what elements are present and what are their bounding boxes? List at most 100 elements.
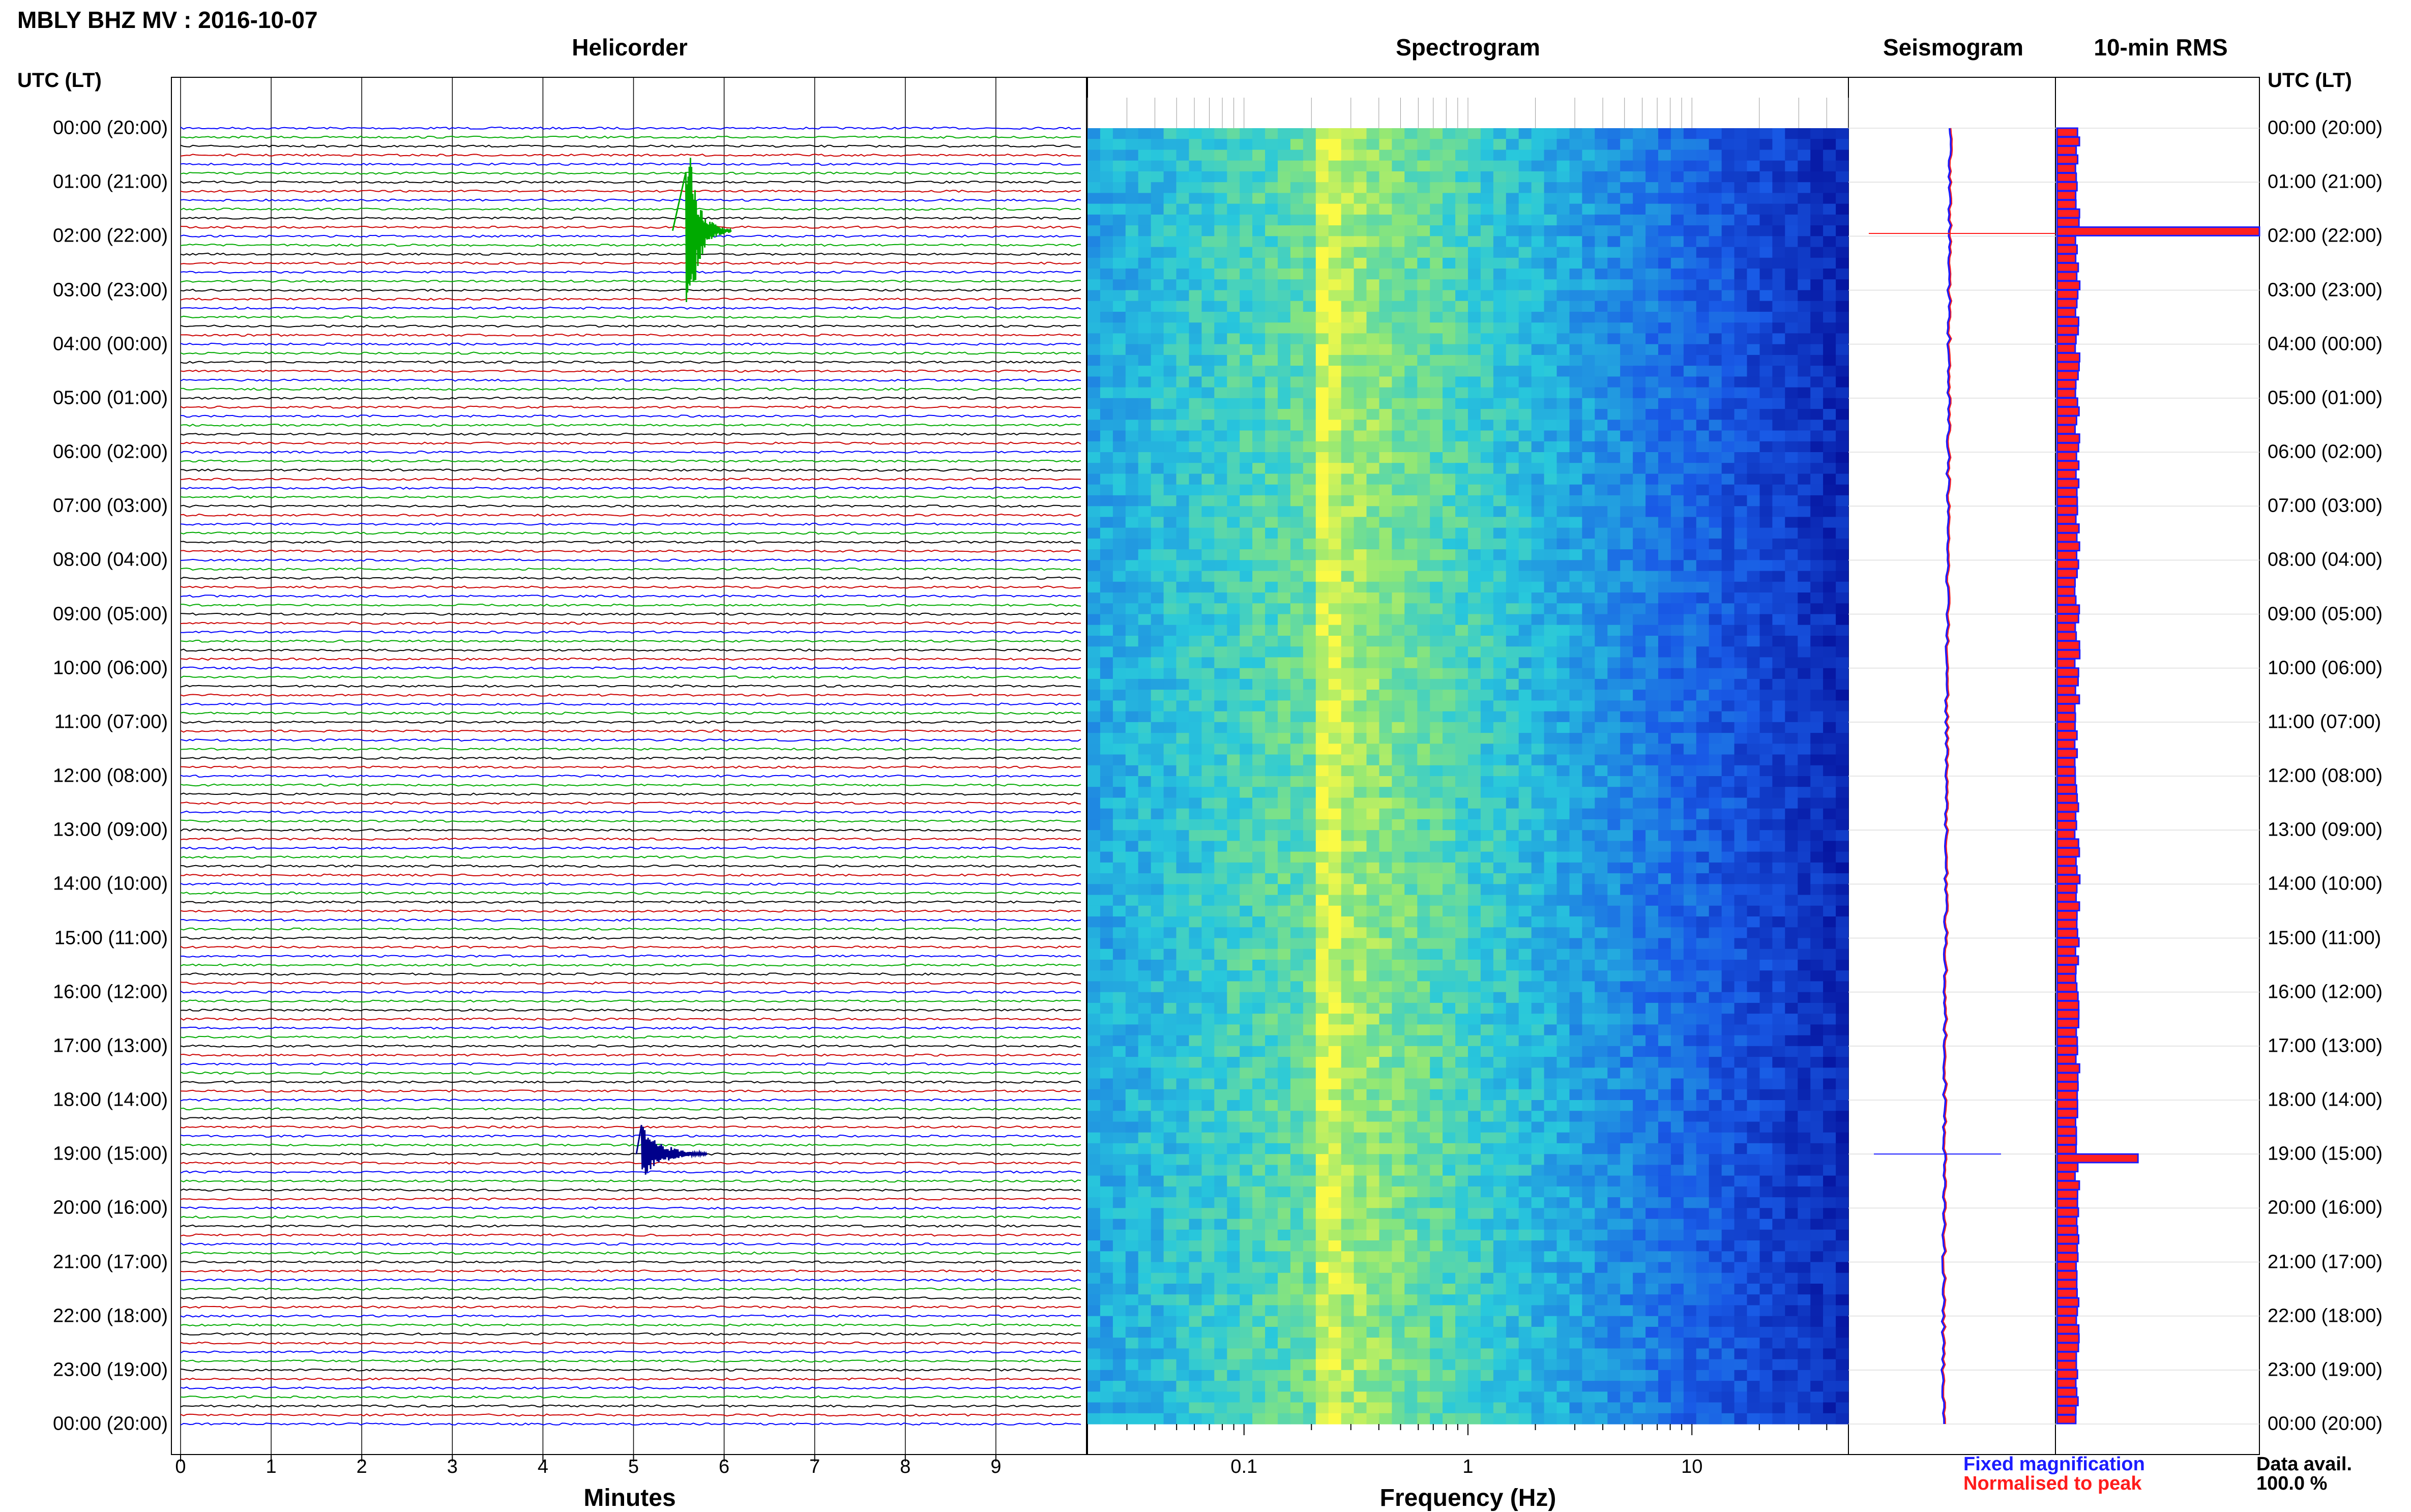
spectrogram-cell: [1100, 549, 1113, 560]
spectrogram-cell: [1329, 485, 1342, 496]
spectrogram-cell: [1189, 398, 1202, 409]
spectrogram-cell: [1354, 938, 1367, 950]
spectrogram-cell: [1138, 711, 1152, 723]
spectrogram-cell: [1303, 312, 1316, 323]
spectrogram-cell: [1303, 895, 1316, 906]
spectrogram-cell: [1481, 1381, 1494, 1392]
spectrogram-cell: [1252, 1294, 1266, 1306]
spectrogram-cell: [1379, 852, 1393, 863]
spectrogram-cell: [1455, 1370, 1468, 1381]
spectrogram-cell: [1329, 441, 1342, 453]
spectrogram-cell: [1379, 258, 1393, 269]
spectrogram-cell: [1126, 1068, 1139, 1079]
spectrogram-cell: [1493, 636, 1507, 647]
spectrogram-cell: [1582, 1154, 1595, 1165]
spectrogram-cell: [1329, 1284, 1342, 1295]
spectrogram-cell: [1455, 1391, 1468, 1403]
spectrogram-cell: [1113, 431, 1126, 442]
spectrogram-cell: [1570, 1122, 1583, 1133]
spectrogram-cell: [1455, 485, 1468, 496]
spectrogram-cell: [1570, 852, 1583, 863]
spectrogram-cell: [1151, 1391, 1164, 1403]
spectrogram-cell: [1265, 398, 1278, 409]
spectrogram-cell: [1392, 1403, 1405, 1414]
spectrogram-cell: [1582, 981, 1595, 992]
spectrogram-cell: [1138, 927, 1152, 938]
spectrogram-cell: [1278, 1381, 1291, 1392]
spectrogram-cell: [1354, 711, 1367, 723]
spectrogram-cell: [1367, 787, 1380, 798]
spectrogram-cell: [1151, 1219, 1164, 1230]
spectrogram-cell: [1557, 1122, 1570, 1133]
spectrogram-cell: [1430, 1122, 1443, 1133]
spectrogram-cell: [1379, 571, 1393, 582]
spectrogram-cell: [1265, 1208, 1278, 1219]
spectrogram-cell: [1290, 895, 1304, 906]
spectrogram-cell: [1316, 506, 1329, 517]
spectrogram-cell: [1138, 452, 1152, 463]
spectrogram-cell: [1265, 1154, 1278, 1165]
spectrogram-cell: [1087, 1133, 1101, 1144]
spectrogram-cell: [1481, 322, 1494, 334]
spectrogram-cell: [1201, 247, 1215, 258]
spectrogram-cell: [1379, 636, 1393, 647]
spectrogram-cell: [1417, 1122, 1430, 1133]
spectrogram-cell: [1392, 646, 1405, 658]
spectrogram-cell: [1354, 571, 1367, 582]
spectrogram-cell: [1138, 506, 1152, 517]
spectrogram-cell: [1557, 884, 1570, 895]
spectrogram-cell: [1252, 258, 1266, 269]
spectrogram-cell: [1443, 452, 1456, 463]
spectrogram-cell: [1201, 366, 1215, 377]
spectrogram-cell: [1303, 128, 1316, 139]
spectrogram-cell: [1557, 376, 1570, 388]
spectrogram-cell: [1392, 582, 1405, 593]
spectrogram-cell: [1468, 916, 1481, 928]
spectrogram-cell: [1126, 809, 1139, 820]
helicorder-trace: [181, 379, 1081, 381]
spectrogram-cell: [1582, 225, 1595, 236]
spectrogram-cell: [1227, 668, 1240, 679]
spectrogram-cell: [1252, 906, 1266, 917]
helicorder-trace: [181, 1378, 1081, 1380]
spectrogram-cell: [1481, 970, 1494, 982]
spectrogram-cell: [1290, 830, 1304, 841]
spectrogram-cell: [1570, 722, 1583, 733]
spectrogram-cell: [1265, 1024, 1278, 1035]
spectrogram-cell: [1404, 517, 1418, 528]
spectrogram-cell: [1113, 171, 1126, 183]
spectrogram-cell: [1468, 139, 1481, 150]
spectrogram-cell: [1201, 225, 1215, 236]
spectrogram-cell: [1138, 1294, 1152, 1306]
spectrogram-cell: [1227, 863, 1240, 874]
spectrogram-cell: [1252, 1046, 1266, 1057]
spectrogram-cell: [1367, 441, 1380, 453]
spectrogram-cell: [1493, 539, 1507, 550]
spectrogram-cell: [1126, 150, 1139, 161]
spectrogram-cell: [1227, 809, 1240, 820]
spectrogram-cell: [1392, 949, 1405, 960]
spectrogram-cell: [1316, 700, 1329, 711]
spectrogram-cell: [1557, 171, 1570, 183]
spectrogram-cell: [1354, 906, 1367, 917]
spectrogram-cell: [1404, 388, 1418, 399]
spectrogram-cell: [1177, 1240, 1190, 1252]
spectrogram-cell: [1214, 344, 1227, 355]
spectrogram-cell: [1582, 841, 1595, 852]
spectrogram-cell: [1506, 312, 1519, 323]
spectrogram-cell: [1227, 441, 1240, 453]
spectrogram-cell: [1532, 1079, 1545, 1090]
spectrogram-cell: [1214, 916, 1227, 928]
spectrogram-cell: [1367, 776, 1380, 787]
spectrogram-cell: [1303, 1068, 1316, 1079]
spectrogram-cell: [1392, 744, 1405, 755]
spectrogram-cell: [1303, 819, 1316, 831]
spectrogram-cell: [1151, 1273, 1164, 1284]
spectrogram-cell: [1354, 873, 1367, 884]
spectrogram-cell: [1240, 344, 1253, 355]
spectrogram-cell: [1164, 431, 1177, 442]
spectrogram-cell: [1443, 873, 1456, 884]
spectrogram-cell: [1493, 1219, 1507, 1230]
spectrogram-cell: [1087, 441, 1101, 453]
spectrogram-cell: [1430, 1338, 1443, 1349]
